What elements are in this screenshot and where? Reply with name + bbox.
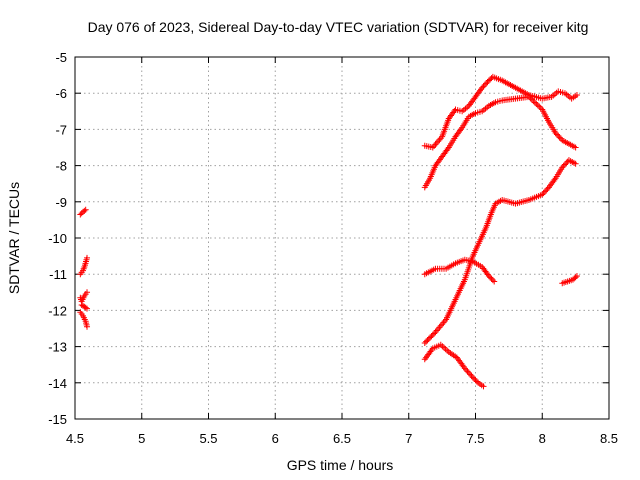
data-point-marker xyxy=(560,162,567,169)
data-point-marker xyxy=(84,323,91,330)
data-point-marker xyxy=(555,132,562,139)
y-tick-label: -11 xyxy=(49,267,67,282)
data-point-marker xyxy=(84,305,91,312)
data-point-marker xyxy=(483,80,490,87)
x-tick-label: 4.5 xyxy=(66,431,84,446)
y-tick-label: -5 xyxy=(55,50,67,65)
y-tick-label: -9 xyxy=(55,195,67,210)
data-point-marker xyxy=(472,377,479,384)
data-point-marker xyxy=(484,78,491,85)
series-arc-C xyxy=(77,289,91,305)
series-arc-I xyxy=(421,256,498,285)
x-tick-label: 6.5 xyxy=(333,431,351,446)
series-arc-E xyxy=(77,309,91,330)
data-point-marker xyxy=(527,95,534,102)
data-point-marker xyxy=(553,131,560,138)
data-point-marker xyxy=(525,93,532,100)
data-point-marker xyxy=(77,211,84,218)
data-point-marker xyxy=(573,273,580,280)
series-arc-J xyxy=(421,341,487,390)
data-point-marker xyxy=(539,191,546,198)
data-point-marker xyxy=(543,187,550,194)
data-point-marker xyxy=(556,134,563,141)
y-tick-label: -7 xyxy=(55,122,67,137)
data-point-marker xyxy=(425,335,432,342)
data-point-marker xyxy=(531,99,538,106)
data-point-marker xyxy=(485,273,492,280)
series-arc-A xyxy=(77,206,89,218)
data-point-marker xyxy=(480,383,487,390)
chart-title: Day 076 of 2023, Sidereal Day-to-day VTE… xyxy=(88,19,589,35)
x-tick-label: 8.5 xyxy=(600,431,618,446)
data-point-marker xyxy=(471,375,478,382)
data-point-marker xyxy=(469,374,476,381)
data-point-marker xyxy=(572,274,579,281)
data-point-marker xyxy=(533,100,540,107)
data-point-marker xyxy=(559,164,566,171)
data-point-marker xyxy=(429,331,436,338)
data-point-marker xyxy=(530,98,537,105)
data-series xyxy=(77,73,580,390)
data-point-marker xyxy=(541,188,548,195)
y-tick-label: -14 xyxy=(48,376,67,391)
y-tick-label: -6 xyxy=(55,86,67,101)
data-point-marker xyxy=(423,338,430,345)
data-point-marker xyxy=(424,337,431,344)
y-tick-label: -15 xyxy=(48,412,67,427)
y-axis-label: SDTVAR / TECUs xyxy=(6,182,22,294)
data-point-marker xyxy=(81,207,88,214)
data-point-marker xyxy=(489,277,496,284)
series-arc-K xyxy=(559,273,580,287)
data-point-marker xyxy=(82,206,89,213)
grid-lines xyxy=(75,57,609,419)
data-point-marker xyxy=(540,190,547,197)
x-tick-label: 5 xyxy=(138,431,145,446)
x-tick-label: 7 xyxy=(405,431,412,446)
data-point-marker xyxy=(552,130,559,137)
data-point-marker xyxy=(473,378,480,385)
series-arc-B xyxy=(77,254,91,278)
data-point-marker xyxy=(534,102,541,109)
x-tick-label: 6 xyxy=(272,431,279,446)
y-tick-label: -10 xyxy=(48,231,67,246)
data-point-marker xyxy=(428,333,435,340)
x-axis-ticks: 4.5 5 5.5 6 6.5 7 7.5 8 8.5 xyxy=(66,57,618,446)
data-point-marker xyxy=(537,105,544,112)
data-point-marker xyxy=(84,289,91,296)
data-point-marker xyxy=(487,274,494,281)
series-arc-G xyxy=(421,93,579,191)
y-tick-label: -13 xyxy=(48,340,67,355)
data-point-marker xyxy=(479,84,486,91)
data-point-marker xyxy=(427,334,434,341)
data-point-marker xyxy=(536,103,543,110)
data-point-marker xyxy=(557,135,564,142)
data-point-marker xyxy=(480,83,487,90)
data-point-marker xyxy=(491,278,498,285)
x-tick-label: 8 xyxy=(539,431,546,446)
data-point-marker xyxy=(572,160,579,167)
series-arc-F xyxy=(421,73,580,151)
data-point-marker xyxy=(561,161,568,168)
data-point-marker xyxy=(84,254,91,261)
data-point-marker xyxy=(528,96,535,103)
series-arc-D xyxy=(78,301,91,312)
data-point-marker xyxy=(563,160,570,167)
data-point-marker xyxy=(421,339,428,346)
x-tick-label: 7.5 xyxy=(466,431,484,446)
data-point-marker xyxy=(431,330,438,337)
y-tick-label: -8 xyxy=(55,159,67,174)
data-point-marker xyxy=(481,81,488,88)
x-tick-label: 5.5 xyxy=(199,431,217,446)
y-tick-label: -12 xyxy=(48,303,67,318)
data-point-marker xyxy=(572,144,579,151)
y-axis-ticks: -15 -14 -13 -12 -11 -10 -9 -8 -7 -6 -5 xyxy=(48,50,609,427)
data-point-marker xyxy=(82,304,89,311)
data-point-marker xyxy=(573,92,580,99)
x-axis-label: GPS time / hours xyxy=(287,457,394,473)
data-point-marker xyxy=(488,275,495,282)
